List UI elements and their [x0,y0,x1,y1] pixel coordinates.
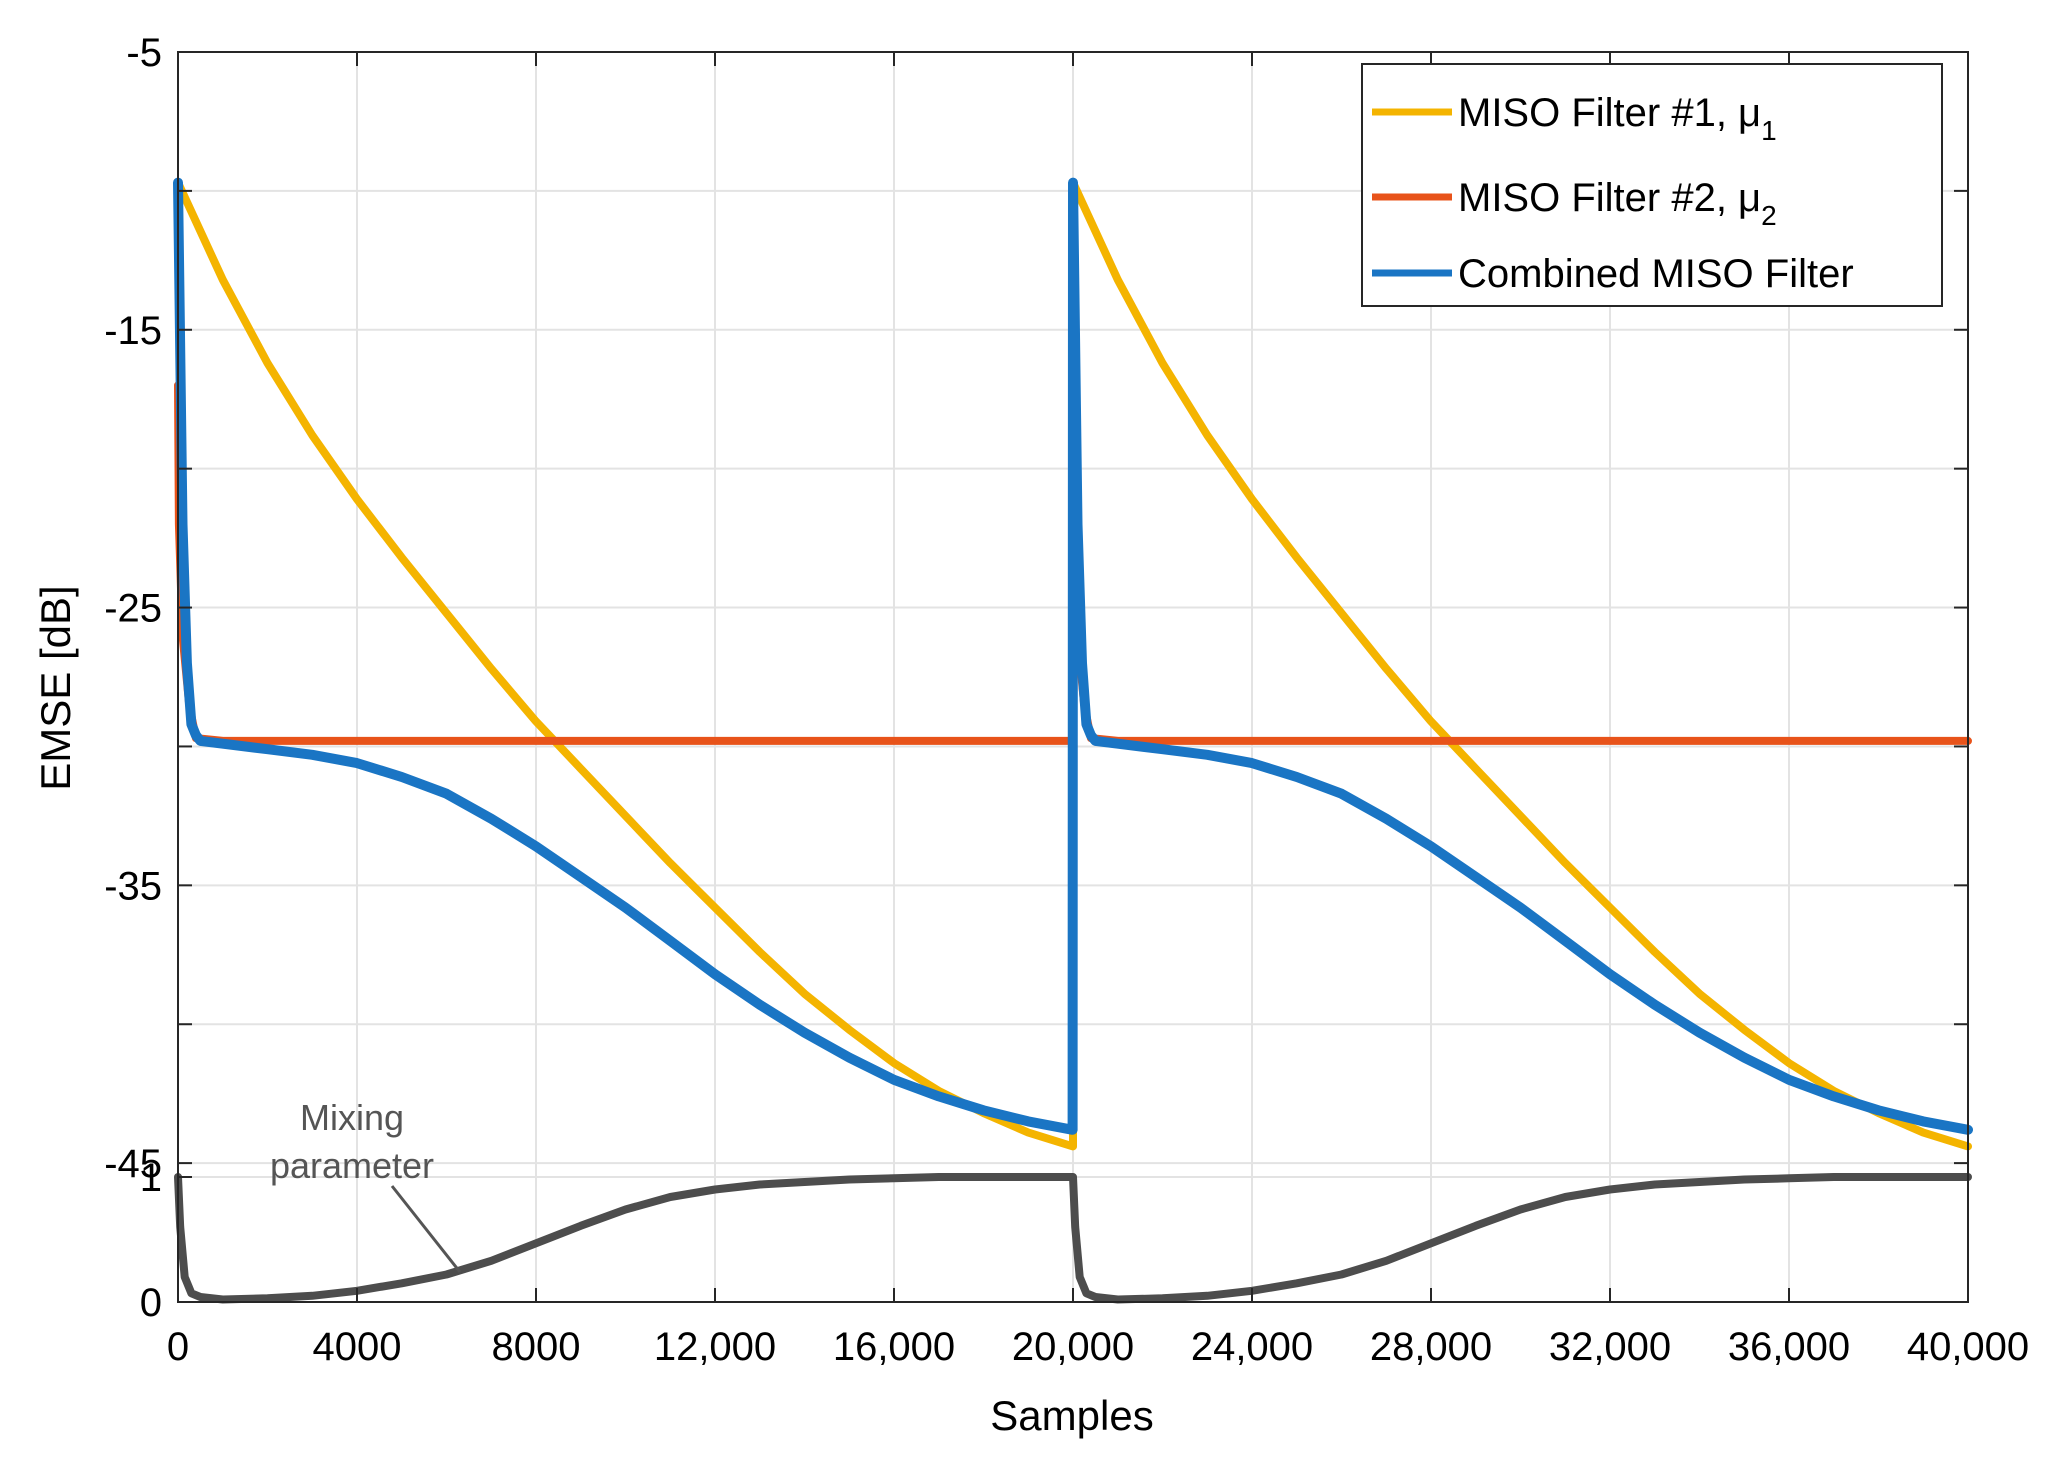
mixing-tick-labels: 10 [140,1156,162,1325]
mixing-parameter-annotation: Mixing parameter [270,1097,462,1273]
x-tick-label: 8000 [492,1325,581,1369]
legend-label-filter1: MISO Filter #1, μ1 [1458,91,1777,146]
x-tick-label: 40,000 [1907,1325,2029,1369]
legend-entry-filter2: MISO Filter #2, μ2 [1372,176,1777,231]
x-tick-label: 16,000 [833,1325,955,1369]
legend-entry-combined: Combined MISO Filter [1372,252,1854,296]
legend-box [1361,63,1943,307]
x-tick-label: 12,000 [654,1325,776,1369]
series-line-mixing [174,1173,1972,1304]
x-tick-label: 0 [167,1325,189,1369]
x-tick-label: 24,000 [1191,1325,1313,1369]
legend-label-combined: Combined MISO Filter [1458,252,1854,296]
y-axis-title: EMSE [dB] [32,585,79,790]
x-tick-label: 4000 [313,1325,402,1369]
legend-label-filter2: MISO Filter #2, μ2 [1458,176,1777,231]
y-tick-label: -5 [126,31,162,75]
y-tick-label: -15 [104,309,162,353]
ticks [177,51,1969,1302]
x-tick-label: 20,000 [1012,1325,1134,1369]
x-tick-labels: 0 4000 8000 12,000 16,000 20,000 24,000 28,000 3… [167,1325,2029,1369]
mixing-tick-label-1: 1 [140,1156,162,1200]
series-layer [173,177,1973,1304]
x-tick-label: 36,000 [1728,1325,1850,1369]
y-tick-label: -25 [104,587,162,631]
annotation-text-line1: Mixing [300,1097,404,1138]
legend: MISO Filter #1, μ1 MISO Filter #2, μ2 Co… [1361,63,1943,307]
annotation-text-line2: parameter [270,1145,434,1186]
x-axis-title: Samples [990,1392,1153,1439]
x-tick-label: 28,000 [1370,1325,1492,1369]
y-tick-labels: -5 -15 -25 -35 -45 [104,31,162,1186]
y-tick-label: -45 [104,1142,162,1186]
y-tick-label: -35 [104,864,162,908]
mixing-tick-label-0: 0 [140,1281,162,1325]
x-tick-label: 32,000 [1549,1325,1671,1369]
legend-entry-filter1: MISO Filter #1, μ1 [1372,91,1777,146]
annotation-pointer-line [390,1185,462,1273]
series-line-combined [173,177,1973,1135]
